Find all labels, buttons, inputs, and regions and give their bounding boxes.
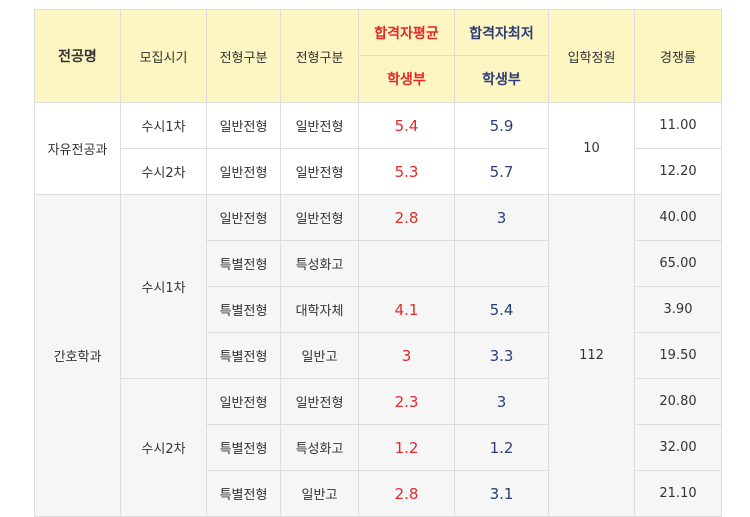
type1-cell: 일반전형 <box>206 194 281 241</box>
table-row: 특별전형 특성화고 65.00 <box>35 240 722 287</box>
type1-cell: 특별전형 <box>206 470 281 517</box>
avg-cell: 1.2 <box>358 424 455 471</box>
admission-results-table: 전공명 모집시기 전형구분 전형구분 합격자평균 합격자최저 입학정원 경쟁률 … <box>34 9 722 517</box>
min-cell: 5.7 <box>454 148 549 195</box>
min-cell: 3.3 <box>454 332 549 379</box>
type1-cell: 일반전형 <box>206 102 281 149</box>
table-row: 특별전형 특성화고 1.2 1.2 32.00 <box>35 424 722 471</box>
min-cell: 3 <box>454 194 549 241</box>
ratio-cell: 32.00 <box>634 424 722 471</box>
table-row: 특별전형 일반고 2.8 3.1 21.10 <box>35 470 722 517</box>
header-quota: 입학정원 <box>548 9 635 103</box>
ratio-cell: 40.00 <box>634 194 722 241</box>
table-row: 특별전형 대학자체 4.1 5.4 3.90 <box>35 286 722 333</box>
type2-cell: 일반전형 <box>280 194 359 241</box>
major-cell: 간호학과 <box>34 194 121 517</box>
header-sub-min: 학생부 <box>454 55 549 103</box>
header-type1: 전형구분 <box>206 9 281 103</box>
table-row: 특별전형 일반고 3 3.3 19.50 <box>35 332 722 379</box>
type2-cell: 대학자체 <box>280 286 359 333</box>
table-row: 자유전공과 수시1차 일반전형 일반전형 5.4 5.9 10 11.00 <box>34 102 722 195</box>
table-header: 전공명 모집시기 전형구분 전형구분 합격자평균 합격자최저 입학정원 경쟁률 … <box>34 9 722 103</box>
min-cell: 3 <box>454 378 549 425</box>
ratio-cell: 20.80 <box>634 378 722 425</box>
avg-cell: 5.4 <box>358 102 455 149</box>
table-row: 간호학과 수시1차 일반전형 일반전형 2.8 3 112 40.00 <box>34 194 722 517</box>
period-cell: 수시2차 <box>120 378 207 517</box>
type2-cell: 일반전형 <box>280 378 359 425</box>
header-min: 합격자최저 <box>454 9 549 56</box>
avg-cell: 2.3 <box>358 378 455 425</box>
type2-cell: 일반전형 <box>280 148 359 195</box>
header-ratio: 경쟁률 <box>634 9 722 103</box>
period-cell: 수시2차 <box>120 148 207 195</box>
header-type2: 전형구분 <box>280 9 359 103</box>
period-cell: 수시1차 <box>120 102 207 149</box>
type1-cell: 특별전형 <box>206 332 281 379</box>
period-cell: 수시1차 <box>120 194 207 379</box>
type2-cell: 일반고 <box>280 332 359 379</box>
type1-cell: 특별전형 <box>206 286 281 333</box>
min-cell: 5.9 <box>454 102 549 149</box>
avg-cell <box>358 240 455 287</box>
type1-cell: 일반전형 <box>206 378 281 425</box>
header-avg: 합격자평균 <box>358 9 455 56</box>
type1-cell: 일반전형 <box>206 148 281 195</box>
major-cell: 자유전공과 <box>34 102 121 195</box>
min-cell <box>454 240 549 287</box>
header-major: 전공명 <box>34 9 121 103</box>
avg-cell: 2.8 <box>358 194 455 241</box>
avg-cell: 2.8 <box>358 470 455 517</box>
table-row: 수시2차 일반전형 일반전형 2.3 3 20.80 <box>35 378 722 517</box>
quota-cell: 112 <box>548 194 635 517</box>
table-body: 자유전공과 수시1차 일반전형 일반전형 5.4 5.9 10 11.00 수시2차 일반전형 일반… <box>34 102 722 517</box>
table-row: 수시2차 일반전형 일반전형 5.3 5.7 12.20 <box>35 148 722 195</box>
min-cell: 3.1 <box>454 470 549 517</box>
type2-cell: 특성화고 <box>280 240 359 287</box>
type1-cell: 특별전형 <box>206 424 281 471</box>
header-sub-avg: 학생부 <box>358 55 455 103</box>
ratio-cell: 21.10 <box>634 470 722 517</box>
quota-cell: 10 <box>548 102 635 195</box>
type2-cell: 일반전형 <box>280 102 359 149</box>
avg-cell: 5.3 <box>358 148 455 195</box>
ratio-cell: 19.50 <box>634 332 722 379</box>
header-period: 모집시기 <box>120 9 207 103</box>
avg-cell: 4.1 <box>358 286 455 333</box>
ratio-cell: 65.00 <box>634 240 722 287</box>
min-cell: 5.4 <box>454 286 549 333</box>
ratio-cell: 3.90 <box>634 286 722 333</box>
type2-cell: 특성화고 <box>280 424 359 471</box>
type2-cell: 일반고 <box>280 470 359 517</box>
avg-cell: 3 <box>358 332 455 379</box>
type1-cell: 특별전형 <box>206 240 281 287</box>
min-cell: 1.2 <box>454 424 549 471</box>
ratio-cell: 12.20 <box>634 148 722 195</box>
ratio-cell: 11.00 <box>634 102 722 149</box>
